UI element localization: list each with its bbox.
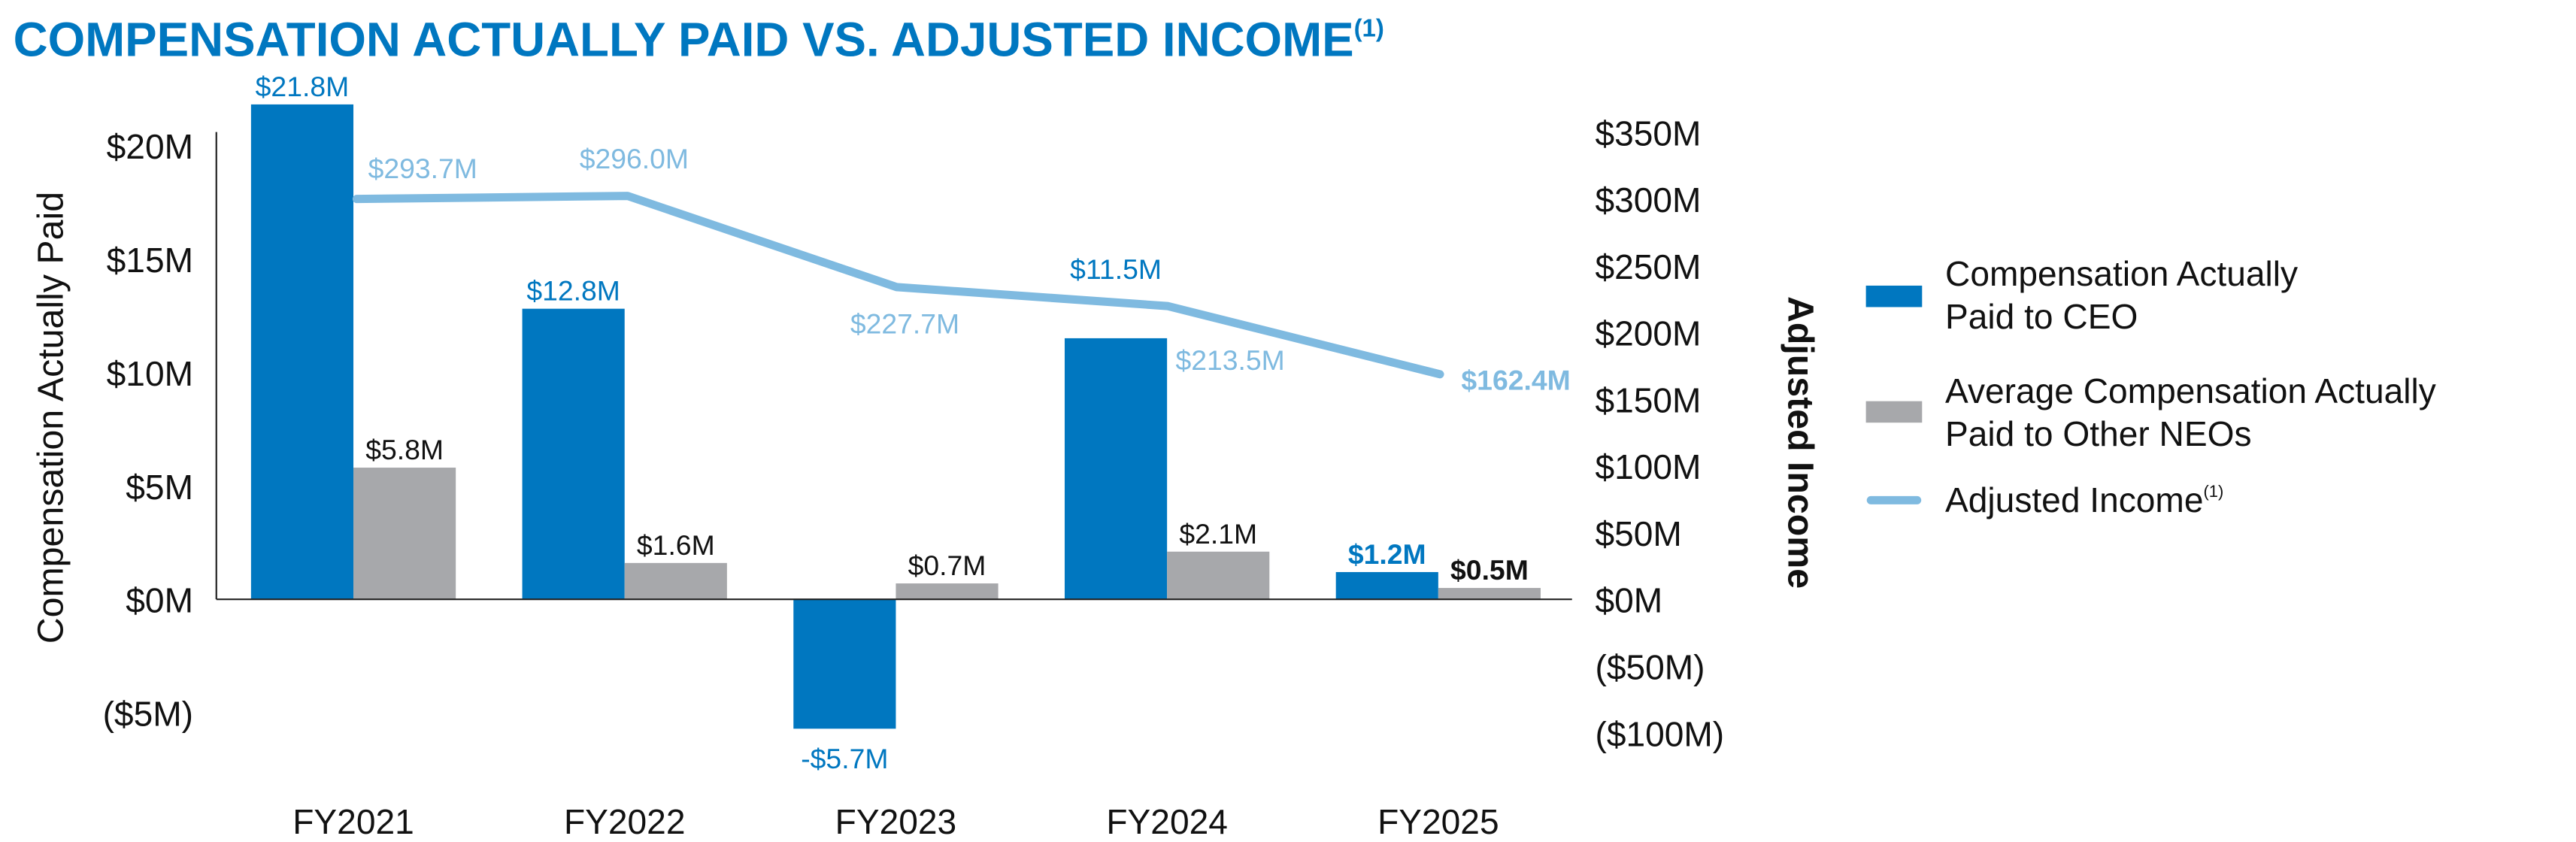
y-tick-left: $5M xyxy=(126,468,193,507)
x-tick-label: FY2023 xyxy=(835,802,957,841)
line-label-adjusted-income: $162.4M xyxy=(1461,364,1570,395)
x-tick-label: FY2025 xyxy=(1377,802,1499,841)
bar-label-neo: $2.1M xyxy=(1179,518,1257,550)
legend-label-neo: Average Compensation Actually Paid to Oth… xyxy=(1945,371,2436,453)
bar-label-ceo: $1.2M xyxy=(1348,538,1426,570)
x-tick-label: FY2024 xyxy=(1106,802,1227,841)
legend-label-ceo: Compensation Actually Paid to CEO xyxy=(1945,254,2298,336)
y-tick-left: $20M xyxy=(107,127,193,166)
bar-neo-fy2023 xyxy=(896,583,999,600)
title-superscript: (1) xyxy=(1354,14,1384,41)
legend: Compensation Actually Paid to CEO Average… xyxy=(1865,254,2436,519)
y-tick-left: $10M xyxy=(107,354,193,393)
y-tick-right: $150M xyxy=(1595,380,1701,419)
bar-label-ceo: $21.8M xyxy=(256,71,350,102)
y-axis-left-label: Compensation Actually Paid xyxy=(31,192,71,644)
line-label-adjusted-income: $293.7M xyxy=(368,153,477,184)
legend-label-adjusted-income: Adjusted Income(1) xyxy=(1945,480,2223,519)
line-label-adjusted-income: $213.5M xyxy=(1175,344,1284,376)
bar-ceo-fy2022 xyxy=(522,308,625,600)
line-label-adjusted-income: $296.0M xyxy=(580,143,689,174)
y-tick-right: ($50M) xyxy=(1595,648,1705,687)
y-tick-right: $100M xyxy=(1595,447,1701,486)
y-tick-left: $15M xyxy=(107,241,193,280)
x-tick-label: FY2022 xyxy=(564,802,685,841)
bar-ceo-fy2024 xyxy=(1064,338,1168,600)
bar-ceo-fy2025 xyxy=(1335,571,1438,600)
bar-ceo-fy2021 xyxy=(250,104,354,600)
bar-neo-fy2024 xyxy=(1167,551,1270,600)
y-axis-right-label: Adjusted Income xyxy=(1780,296,1820,589)
y-tick-right: $200M xyxy=(1595,314,1701,353)
y-tick-left: ($5M) xyxy=(103,695,193,734)
y-tick-left: $0M xyxy=(126,581,193,620)
bar-neo-fy2021 xyxy=(353,468,456,600)
legend-swatch-neo xyxy=(1865,401,1923,423)
bar-label-neo: $0.5M xyxy=(1450,554,1529,586)
bar-label-neo: $0.7M xyxy=(908,550,986,581)
y-tick-right: $0M xyxy=(1595,581,1662,620)
y-tick-right: ($100M) xyxy=(1595,714,1724,753)
bar-label-ceo: -$5.7M xyxy=(801,743,888,774)
bar-neo-fy2022 xyxy=(624,562,727,600)
line-label-adjusted-income: $227.7M xyxy=(850,308,959,340)
bar-label-neo: $5.8M xyxy=(365,434,444,465)
y-tick-right: $250M xyxy=(1595,247,1701,286)
bar-label-neo: $1.6M xyxy=(637,529,715,561)
bar-label-ceo: $11.5M xyxy=(1070,253,1162,285)
y-tick-right: $300M xyxy=(1595,180,1701,220)
bar-ceo-fy2023 xyxy=(793,599,896,729)
y-tick-right: $350M xyxy=(1595,114,1701,153)
bar-neo-fy2025 xyxy=(1438,588,1541,600)
legend-swatch-ceo xyxy=(1865,285,1923,307)
bar-label-ceo: $12.8M xyxy=(526,275,620,307)
x-tick-label: FY2021 xyxy=(292,802,414,841)
chart-title: COMPENSATION ACTUALLY PAID VS. ADJUSTED … xyxy=(14,14,1384,67)
y-tick-right: $50M xyxy=(1595,514,1681,553)
